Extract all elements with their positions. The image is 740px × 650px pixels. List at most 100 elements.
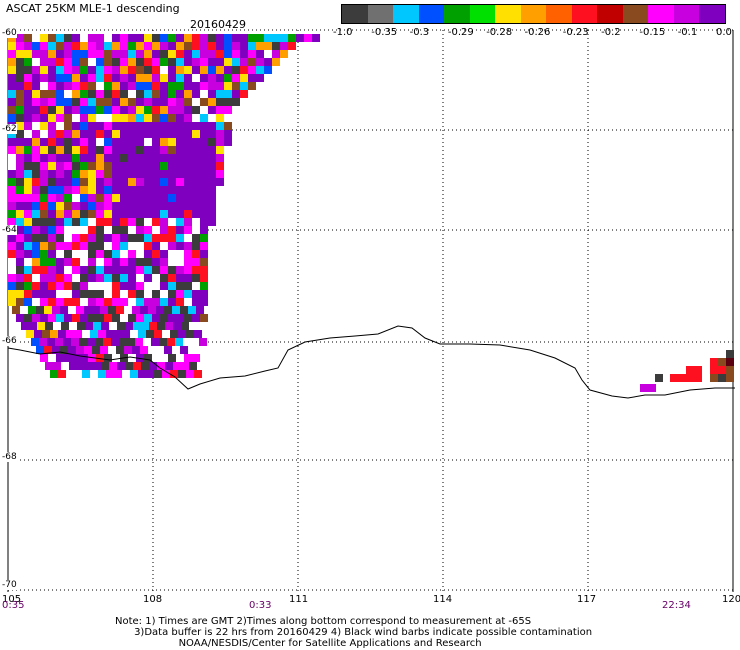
data-cell (144, 58, 152, 66)
data-cell (31, 338, 39, 346)
data-cell (40, 162, 48, 170)
data-cell (16, 210, 24, 218)
data-cell (8, 106, 16, 114)
data-cell (189, 322, 197, 330)
data-cell (48, 266, 56, 274)
data-cell (200, 234, 208, 242)
data-cell (130, 370, 138, 378)
data-cell (64, 34, 72, 42)
data-cell (32, 210, 40, 218)
data-cell (48, 186, 56, 194)
data-cell (168, 162, 176, 170)
data-cell (176, 194, 184, 202)
data-cell (64, 194, 72, 202)
data-cell (136, 162, 144, 170)
data-cell (264, 58, 272, 66)
data-cell (24, 50, 32, 58)
data-cell (96, 106, 104, 114)
data-cell (80, 106, 88, 114)
data-cell (176, 202, 184, 210)
data-cell (40, 242, 48, 250)
data-cell (248, 42, 256, 50)
data-cell (200, 194, 208, 202)
data-cell (72, 178, 80, 186)
data-cell (96, 274, 104, 282)
data-cell (192, 42, 200, 50)
data-cell (136, 106, 144, 114)
data-cell (16, 290, 24, 298)
data-cell (152, 314, 160, 322)
data-cell (176, 74, 184, 82)
data-cell (192, 234, 200, 242)
data-cell (16, 114, 24, 122)
data-cell (56, 298, 64, 306)
data-cell (224, 66, 232, 74)
data-cell (47, 338, 55, 346)
data-cell (216, 74, 224, 82)
data-cell (64, 274, 72, 282)
data-cell (160, 274, 168, 282)
data-cell (192, 194, 200, 202)
data-cell (112, 298, 120, 306)
data-cell (136, 242, 144, 250)
data-cell (200, 298, 208, 306)
data-cell (176, 290, 184, 298)
data-cell (40, 98, 48, 106)
data-cell (136, 122, 144, 130)
data-cell (694, 366, 702, 374)
data-cell (96, 34, 104, 42)
data-cell (56, 34, 64, 42)
data-cell (32, 298, 40, 306)
data-cell (152, 266, 160, 274)
data-cell (120, 42, 128, 50)
data-cell (104, 274, 112, 282)
data-cell (122, 370, 130, 378)
data-cell (128, 178, 136, 186)
data-cell (192, 186, 200, 194)
data-cell (28, 306, 36, 314)
data-cell (176, 154, 184, 162)
data-cell (96, 210, 104, 218)
data-cell (53, 322, 61, 330)
data-cell (42, 330, 50, 338)
data-cell (64, 66, 72, 74)
data-cell (144, 290, 152, 298)
data-cell (64, 314, 72, 322)
data-cell (90, 330, 98, 338)
data-cell (144, 210, 152, 218)
data-cell (8, 130, 16, 138)
data-cell (160, 218, 168, 226)
data-cell (240, 90, 248, 98)
data-cell (39, 338, 47, 346)
data-cell (56, 354, 64, 362)
data-cell (8, 42, 16, 50)
data-cell (80, 186, 88, 194)
data-cell (152, 146, 160, 154)
data-cell (216, 82, 224, 90)
data-cell (16, 266, 24, 274)
data-cell (96, 266, 104, 274)
lon-label: 117 (577, 594, 597, 605)
data-cell (16, 66, 24, 74)
data-cell (112, 234, 120, 242)
data-cell (208, 50, 216, 58)
data-cell (136, 170, 144, 178)
data-cell (64, 122, 72, 130)
lat-label: -70 (2, 580, 17, 590)
data-cell (72, 210, 80, 218)
data-cell (58, 330, 66, 338)
data-cell (88, 74, 96, 82)
data-cell (200, 82, 208, 90)
data-cell (72, 130, 80, 138)
data-cell (117, 362, 125, 370)
data-cell (24, 250, 32, 258)
data-cell (48, 90, 56, 98)
data-cell (152, 234, 160, 242)
data-cell (160, 146, 168, 154)
data-cell (108, 306, 116, 314)
data-cell (176, 34, 184, 42)
data-cell (192, 354, 200, 362)
data-cell (200, 210, 208, 218)
data-cell (264, 50, 272, 58)
data-cell (200, 90, 208, 98)
